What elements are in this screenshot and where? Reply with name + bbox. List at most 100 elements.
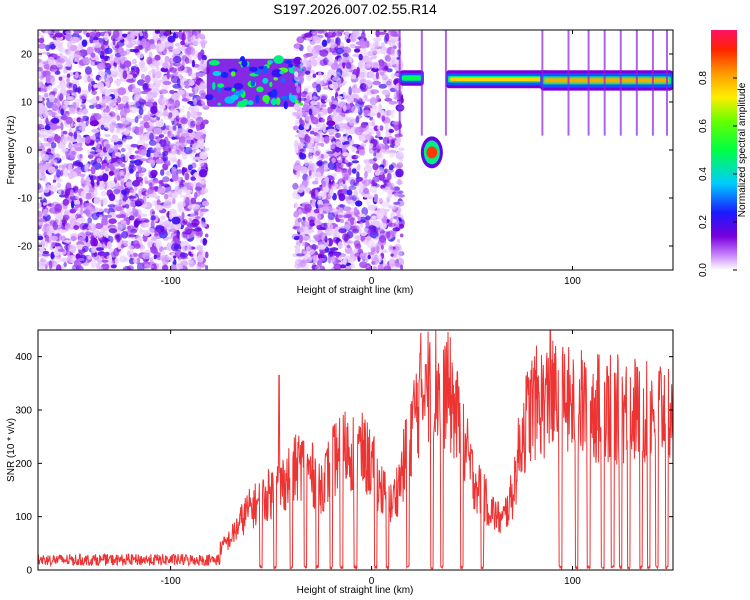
noise-speck [55,176,61,181]
noise-speck [374,193,379,200]
noise-speck [79,94,88,100]
noise-speck [100,190,107,197]
noise-speck [162,176,170,183]
cluster-blob [240,89,244,95]
noise-speck [312,108,321,115]
noise-speck [385,231,391,238]
noise-speck [200,238,204,244]
noise-speck [73,131,78,140]
noise-speck [93,196,101,205]
noise-speck [304,242,309,247]
noise-speck [384,97,393,102]
noise-speck [53,87,58,93]
noise-speck [385,129,390,138]
noise-speck [187,118,196,128]
noise-speck [116,206,125,212]
noise-speck [296,36,305,44]
noise-speck [43,92,49,98]
noise-speck [89,151,99,155]
noise-speck [127,74,133,80]
noise-speck [119,193,124,200]
noise-speck [187,33,192,42]
noise-speck [332,236,340,244]
noise-speck [346,240,354,244]
noise-speck [335,116,344,124]
noise-speck [315,150,321,156]
noise-speck [308,108,313,116]
noise-speck [68,172,75,180]
noise-speck [369,209,379,215]
noise-speck [372,40,381,48]
noise-speck [335,30,340,37]
noise-speck [114,152,122,157]
noise-speck [310,100,317,106]
noise-speck [360,32,366,39]
y-tick-label: 400 [15,352,32,363]
noise-speck [102,226,108,231]
noise-speck [337,204,346,208]
noise-speck [196,262,204,267]
noise-speck [126,78,135,83]
noise-speck [66,90,75,94]
noise-speck [382,208,390,213]
noise-speck [381,42,385,49]
noise-speck [351,168,357,174]
noise-speck [133,155,142,160]
noise-speck [48,111,57,116]
noise-speck [176,130,180,140]
noise-speck [153,152,159,158]
noise-speck [190,48,195,56]
noise-speck [362,239,369,245]
noise-speck [150,208,155,218]
noise-speck [173,117,180,127]
noise-speck [108,254,113,264]
noise-speck [368,143,374,148]
noise-speck [122,70,128,80]
noise-speck [101,110,108,119]
noise-speck [149,132,154,142]
spectrogram-region-line [399,70,424,86]
noise-speck [96,180,100,186]
noise-speck [53,159,58,167]
noise-speck [69,36,77,44]
noise-speck [308,170,312,177]
noise-speck [298,125,305,131]
noise-speck [96,208,104,213]
noise-speck [39,45,46,49]
noise-speck [167,130,171,136]
noise-speck [147,227,155,235]
noise-speck [141,38,147,45]
noise-speck [341,144,347,153]
noise-speck [200,134,207,140]
noise-speck [68,162,72,172]
noise-speck [136,52,144,59]
noise-speck [309,156,313,160]
noise-speck [67,254,72,264]
noise-speck [173,255,177,259]
noise-speck [351,105,360,114]
noise-speck [154,228,162,236]
noise-speck [384,55,391,62]
noise-speck [324,99,333,103]
noise-speck [49,43,56,50]
noise-speck [388,244,393,253]
cluster-blob [223,87,234,91]
noise-speck [346,38,351,43]
noise-speck [327,61,333,66]
noise-speck [196,96,204,100]
colorbar-tick-label: 0.8 [698,71,709,85]
noise-speck [155,143,161,148]
noise-speck [345,255,353,263]
noise-speck [162,80,172,86]
noise-speck [135,172,144,178]
noise-speck [138,107,144,116]
noise-speck [384,65,389,71]
noise-speck [93,83,98,88]
noise-speck [365,159,370,168]
noise-speck [134,30,142,33]
noise-speck [122,121,130,125]
noise-speck [105,143,111,150]
noise-speck [316,30,325,34]
noise-speck [322,123,326,132]
x-tick-label: -100 [161,276,181,287]
